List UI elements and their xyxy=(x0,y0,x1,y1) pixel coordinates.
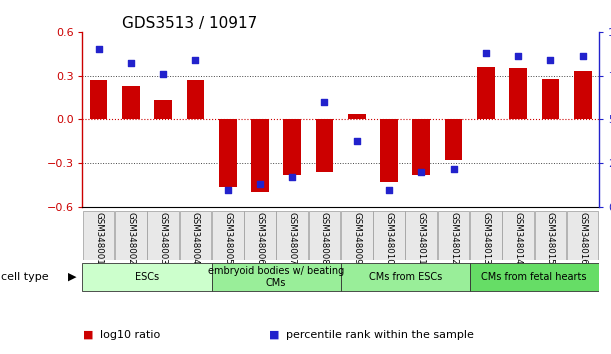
Bar xyxy=(122,86,140,120)
Text: ■: ■ xyxy=(82,330,93,339)
Text: GSM348007: GSM348007 xyxy=(288,212,297,265)
FancyBboxPatch shape xyxy=(244,211,276,260)
Text: GSM348005: GSM348005 xyxy=(223,212,232,265)
Point xyxy=(352,138,362,143)
FancyBboxPatch shape xyxy=(83,211,114,260)
Bar xyxy=(155,101,172,120)
Point xyxy=(126,61,136,66)
Point xyxy=(578,53,588,59)
Text: CMs from ESCs: CMs from ESCs xyxy=(368,272,442,282)
FancyBboxPatch shape xyxy=(147,211,179,260)
Point xyxy=(223,187,233,193)
FancyBboxPatch shape xyxy=(341,211,373,260)
FancyBboxPatch shape xyxy=(211,263,341,291)
Text: ▶: ▶ xyxy=(68,272,76,282)
Bar xyxy=(90,80,108,120)
Text: GDS3513 / 10917: GDS3513 / 10917 xyxy=(122,16,257,31)
Point xyxy=(287,175,297,180)
Bar xyxy=(509,68,527,120)
FancyBboxPatch shape xyxy=(437,211,469,260)
Text: cell type: cell type xyxy=(1,272,49,282)
FancyBboxPatch shape xyxy=(535,211,566,260)
Bar xyxy=(541,79,559,120)
Text: GSM348013: GSM348013 xyxy=(481,212,491,265)
Bar xyxy=(348,114,365,120)
Point xyxy=(158,71,168,77)
FancyBboxPatch shape xyxy=(276,211,308,260)
FancyBboxPatch shape xyxy=(180,211,211,260)
Text: GSM348012: GSM348012 xyxy=(449,212,458,265)
FancyBboxPatch shape xyxy=(82,263,211,291)
FancyBboxPatch shape xyxy=(309,211,340,260)
Text: ■: ■ xyxy=(269,330,279,339)
Text: GSM348002: GSM348002 xyxy=(126,212,136,265)
FancyBboxPatch shape xyxy=(470,263,599,291)
Text: GSM348009: GSM348009 xyxy=(353,212,361,265)
FancyBboxPatch shape xyxy=(341,263,470,291)
Text: CMs from fetal hearts: CMs from fetal hearts xyxy=(481,272,587,282)
Point xyxy=(448,166,458,171)
Bar xyxy=(380,120,398,182)
Bar xyxy=(574,71,591,120)
Bar xyxy=(251,120,269,193)
FancyBboxPatch shape xyxy=(212,211,244,260)
Bar xyxy=(316,120,334,172)
FancyBboxPatch shape xyxy=(567,211,598,260)
Point xyxy=(191,57,200,63)
Text: log10 ratio: log10 ratio xyxy=(100,330,160,339)
Point xyxy=(513,53,523,59)
Point xyxy=(255,182,265,187)
Text: percentile rank within the sample: percentile rank within the sample xyxy=(286,330,474,339)
Text: GSM348010: GSM348010 xyxy=(384,212,393,265)
FancyBboxPatch shape xyxy=(470,211,502,260)
Point xyxy=(481,50,491,56)
Point xyxy=(320,99,329,105)
Bar xyxy=(445,120,463,160)
FancyBboxPatch shape xyxy=(373,211,405,260)
Text: GSM348016: GSM348016 xyxy=(578,212,587,265)
Point xyxy=(417,169,426,175)
Text: GSM348008: GSM348008 xyxy=(320,212,329,265)
FancyBboxPatch shape xyxy=(502,211,534,260)
Text: GSM348006: GSM348006 xyxy=(255,212,265,265)
Bar xyxy=(477,67,495,120)
Bar xyxy=(219,120,236,187)
Text: GSM348011: GSM348011 xyxy=(417,212,426,265)
Bar xyxy=(284,120,301,175)
Text: GSM348001: GSM348001 xyxy=(94,212,103,265)
Bar xyxy=(186,80,204,120)
Text: ESCs: ESCs xyxy=(135,272,159,282)
Text: GSM348003: GSM348003 xyxy=(159,212,167,265)
Text: GSM348004: GSM348004 xyxy=(191,212,200,265)
Text: embryoid bodies w/ beating
CMs: embryoid bodies w/ beating CMs xyxy=(208,266,344,288)
Text: GSM348014: GSM348014 xyxy=(514,212,522,265)
Text: GSM348015: GSM348015 xyxy=(546,212,555,265)
Point xyxy=(546,57,555,63)
FancyBboxPatch shape xyxy=(115,211,147,260)
Point xyxy=(93,47,103,52)
Point xyxy=(384,187,394,193)
FancyBboxPatch shape xyxy=(406,211,437,260)
Bar xyxy=(412,120,430,175)
